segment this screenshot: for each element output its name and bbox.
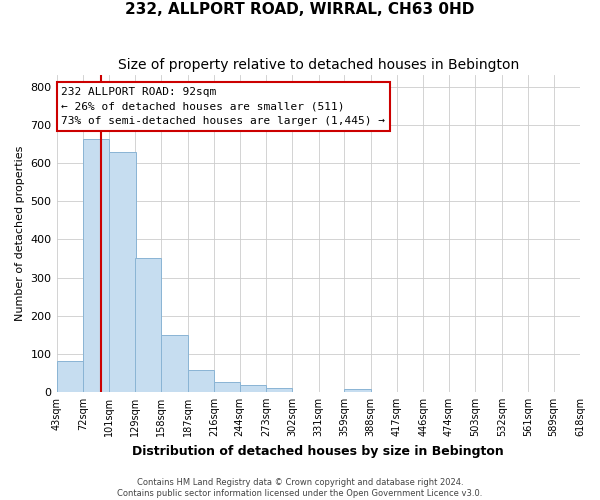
Bar: [161, 336, 188, 392]
Bar: [83, 139, 109, 392]
Bar: [188, 370, 214, 392]
Bar: [344, 390, 371, 392]
Text: 232 ALLPORT ROAD: 92sqm
← 26% of detached houses are smaller (511)
73% of semi-d: 232 ALLPORT ROAD: 92sqm ← 26% of detache…: [61, 87, 385, 126]
Text: 232, ALLPORT ROAD, WIRRAL, CH63 0HD: 232, ALLPORT ROAD, WIRRAL, CH63 0HD: [125, 2, 475, 18]
Bar: [239, 385, 266, 392]
Y-axis label: Number of detached properties: Number of detached properties: [15, 146, 25, 322]
Bar: [214, 382, 241, 392]
X-axis label: Distribution of detached houses by size in Bebington: Distribution of detached houses by size …: [133, 444, 504, 458]
Text: Contains HM Land Registry data © Crown copyright and database right 2024.
Contai: Contains HM Land Registry data © Crown c…: [118, 478, 482, 498]
Bar: [135, 258, 161, 392]
Bar: [266, 388, 292, 392]
Bar: [109, 152, 136, 392]
Title: Size of property relative to detached houses in Bebington: Size of property relative to detached ho…: [118, 58, 519, 71]
Bar: [56, 360, 83, 392]
